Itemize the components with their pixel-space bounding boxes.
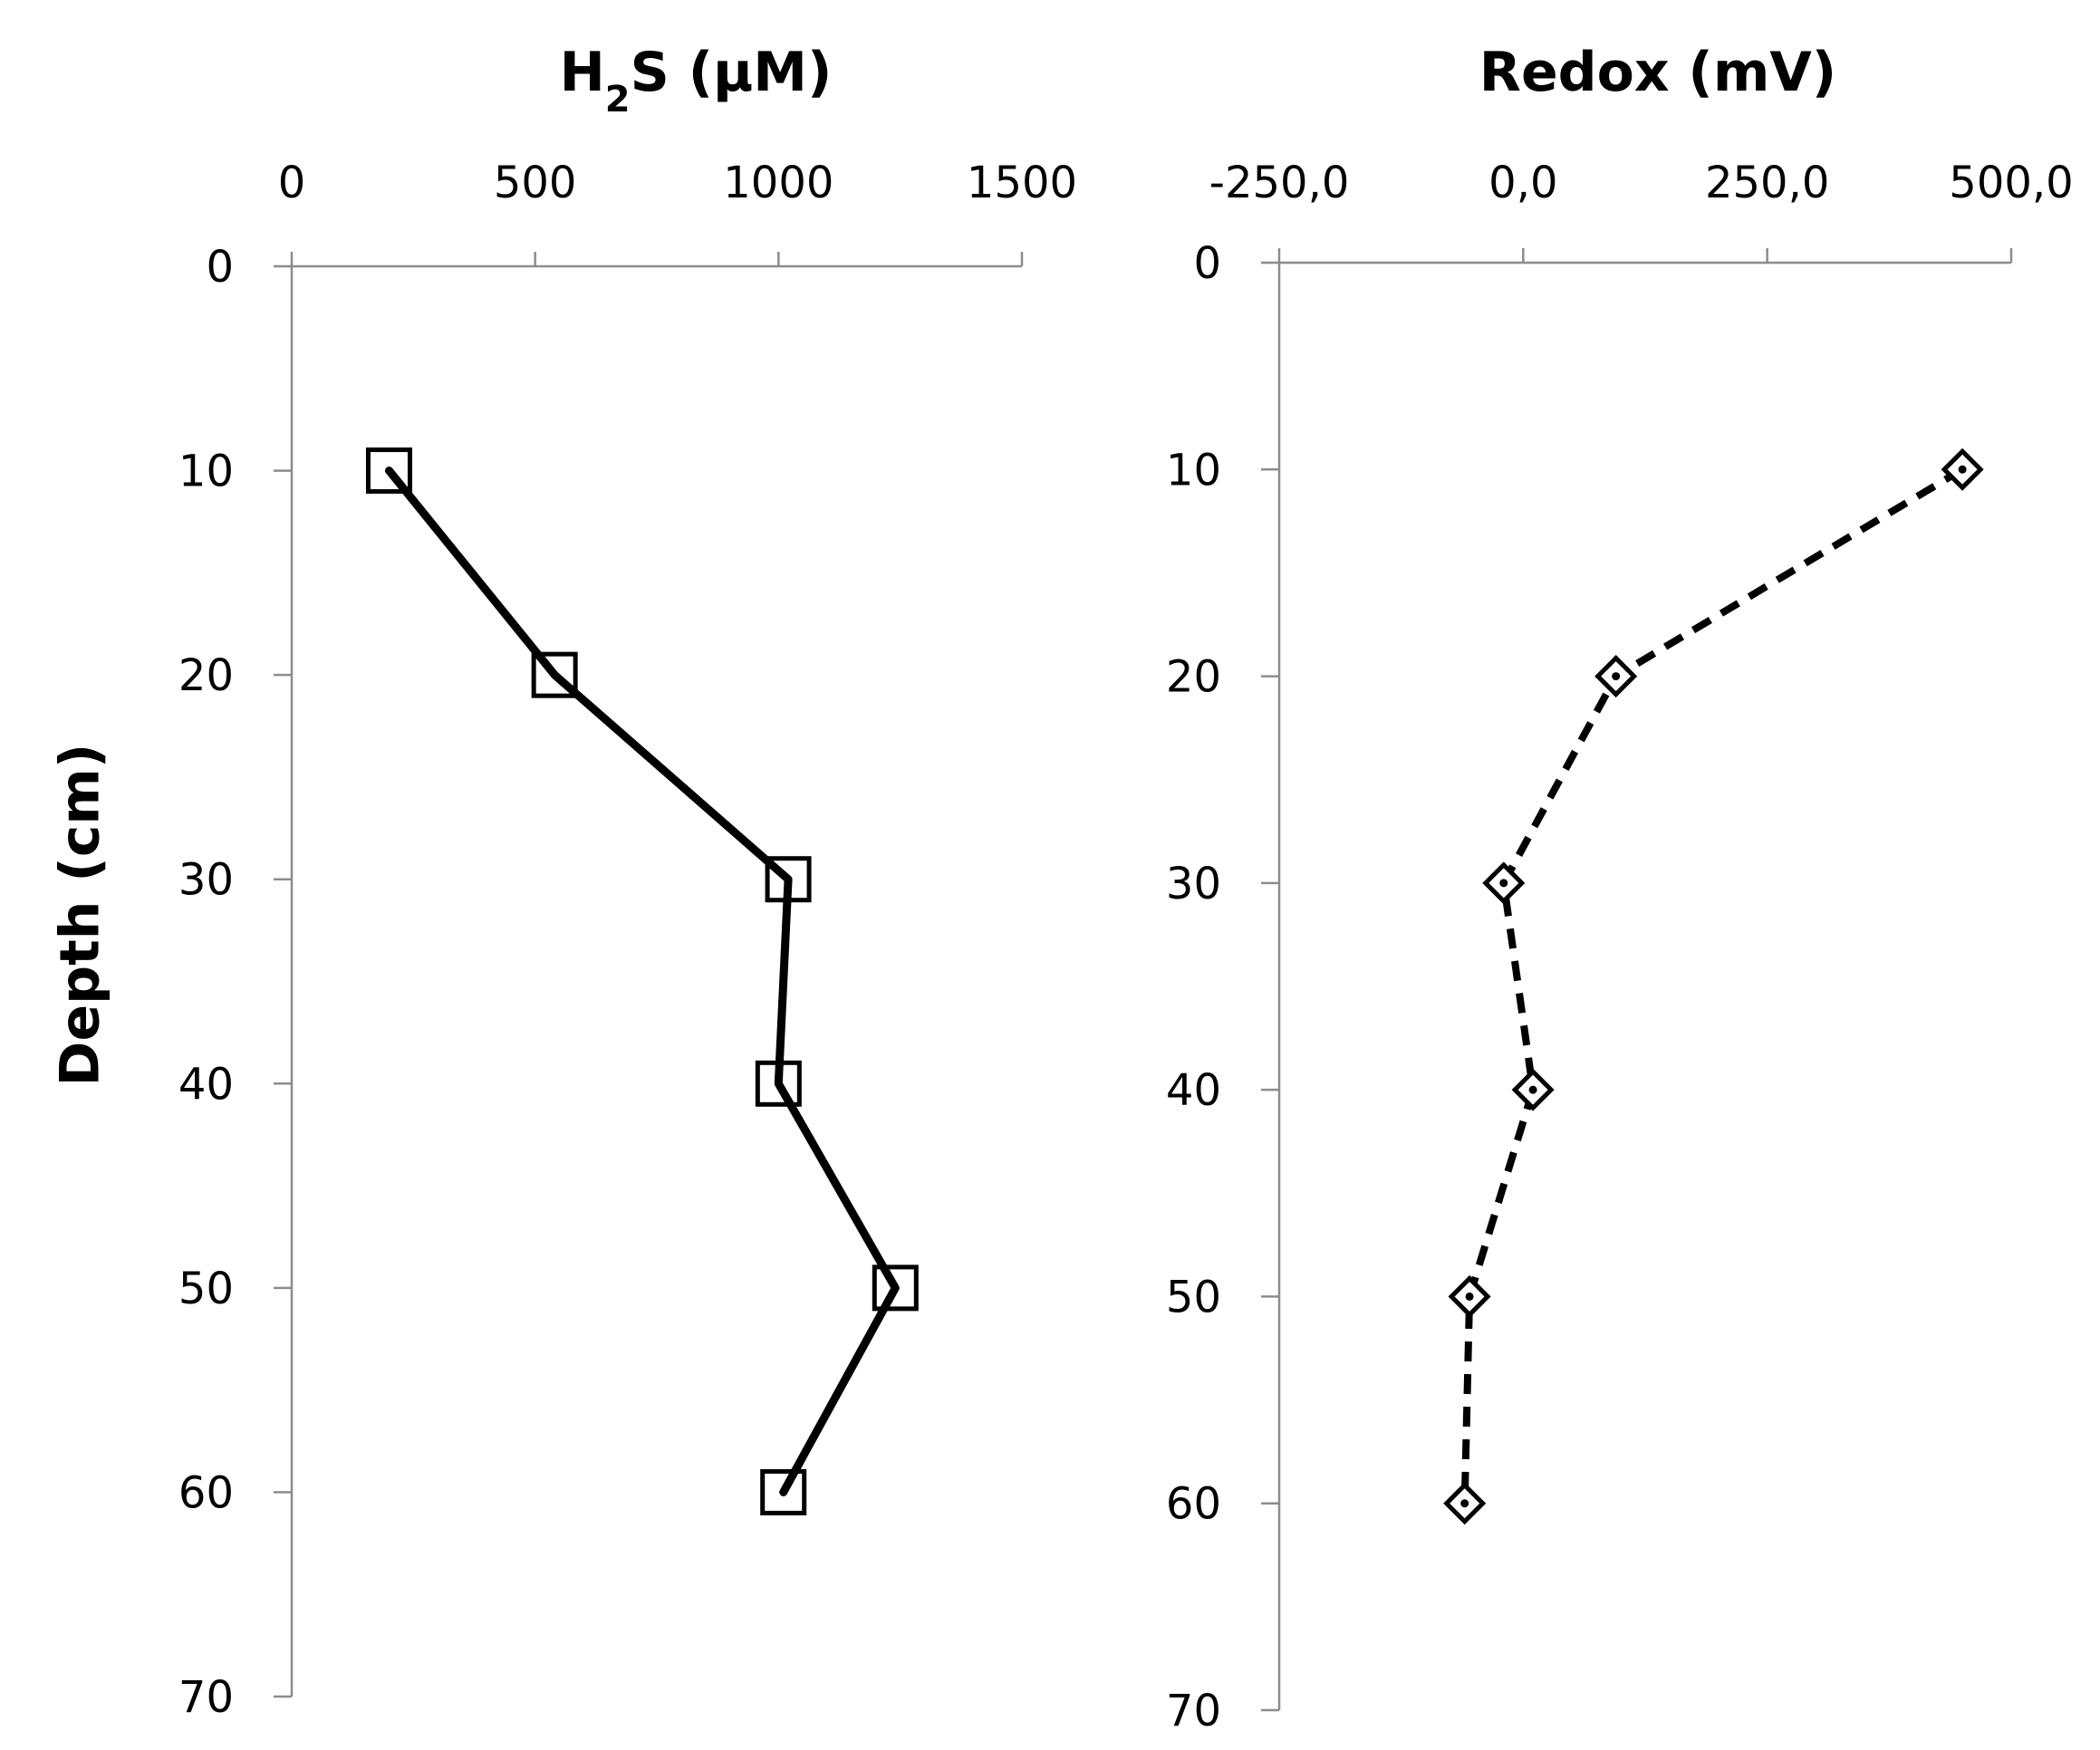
redox-data-point-center	[1460, 1499, 1469, 1508]
h2s-data-point-square	[765, 856, 812, 903]
h2s-y-tick-label: 50	[178, 1264, 234, 1314]
h2s-data-point-square	[365, 447, 412, 495]
redox-axes	[1261, 248, 2013, 1712]
redox-y-tick-label: 0	[1193, 238, 1221, 289]
redox-data-point-center	[1612, 672, 1621, 681]
redox-panel-title: Redox (mV)	[1479, 41, 1836, 104]
redox-panel: Redox (mV) -250,0 0,0 250,0 500,0 0 10 20 30 40…	[1166, 41, 2074, 1736]
redox-series-line	[1460, 466, 1965, 1504]
h2s-x-tick-labels: 0 500 1000 1500	[278, 158, 1077, 208]
redox-data-point-center	[1958, 465, 1967, 474]
redox-x-tick-label: 500,0	[1949, 158, 2073, 208]
h2s-data-point-square	[755, 1060, 802, 1107]
h2s-x-tick-label: 0	[278, 158, 306, 208]
h2s-y-tick-labels: 0 10 20 30 40 50 60 70	[178, 242, 234, 1723]
redox-y-tick-label: 70	[1166, 1686, 1221, 1736]
h2s-y-tick-label: 60	[178, 1467, 234, 1518]
h2s-panel: H2S (μM) 0 500 1000 1500 0 10 20 30 40 50 60 70	[178, 41, 1077, 1723]
h2s-y-tick-label: 0	[206, 242, 234, 293]
y-axis-title: Depth (cm)	[49, 744, 112, 1087]
h2s-title-rest: S (μM)	[631, 41, 833, 104]
h2s-y-tick-label: 70	[178, 1672, 234, 1723]
h2s-x-tick-label: 1500	[967, 158, 1077, 208]
h2s-y-tick-label: 20	[178, 650, 234, 701]
redox-y-tick-label: 10	[1166, 445, 1221, 495]
h2s-data-point-square	[872, 1264, 919, 1312]
h2s-title-subscript: 2	[605, 79, 631, 120]
redox-y-tick-label: 60	[1166, 1479, 1221, 1530]
redox-x-tick-label: -250,0	[1209, 158, 1350, 208]
redox-y-tick-label: 50	[1166, 1272, 1221, 1322]
h2s-axes	[274, 252, 1024, 1698]
h2s-series-line	[385, 466, 900, 1496]
h2s-x-tick-label: 1000	[723, 158, 833, 208]
h2s-data-point-square	[760, 1468, 807, 1515]
redox-data-point-center	[1499, 879, 1508, 888]
h2s-title-main: H	[560, 41, 605, 104]
redox-y-tick-label: 20	[1166, 652, 1221, 703]
h2s-series	[365, 447, 919, 1515]
h2s-x-tick-label: 500	[494, 158, 577, 208]
redox-x-tick-label: 0,0	[1488, 158, 1557, 208]
redox-y-tick-label: 40	[1166, 1065, 1221, 1116]
h2s-y-tick-label: 30	[178, 855, 234, 906]
h2s-y-tick-label: 10	[178, 447, 234, 497]
redox-y-tick-label: 30	[1166, 859, 1221, 909]
redox-x-tick-labels: -250,0 0,0 250,0 500,0	[1209, 158, 2074, 208]
redox-series	[1443, 447, 1984, 1525]
h2s-y-tick-label: 40	[178, 1059, 234, 1110]
redox-data-point-center	[1465, 1292, 1474, 1301]
redox-x-tick-label: 250,0	[1705, 158, 1829, 208]
h2s-panel-title: H2S (μM)	[560, 41, 833, 120]
redox-data-point-center	[1528, 1085, 1537, 1094]
h2s-data-point-square	[531, 651, 578, 698]
redox-y-tick-labels: 0 10 20 30 40 50 60 70	[1166, 238, 1221, 1736]
